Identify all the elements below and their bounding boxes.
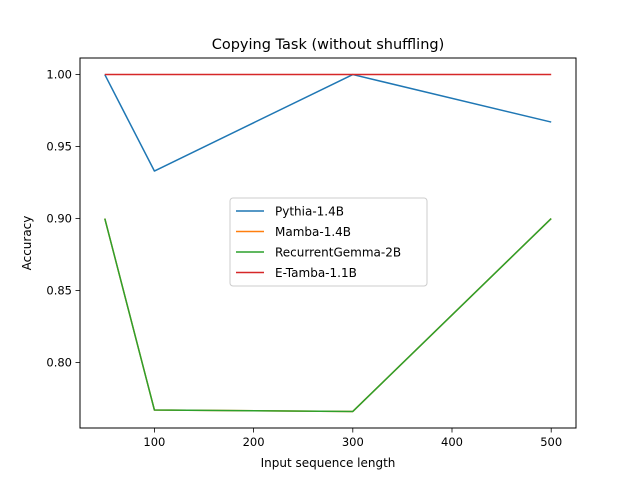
x-axis-label: Input sequence length (261, 456, 396, 470)
plot-frame (79, 57, 577, 429)
series-line-3 (104, 217, 552, 413)
x-tick-label: 500 (540, 435, 562, 449)
legend-label: Mamba-1.4B (275, 225, 351, 239)
y-tick-label: 0.90 (46, 212, 72, 226)
y-tick-label: 0.85 (46, 284, 72, 298)
x-tick-label: 100 (143, 435, 165, 449)
legend-box (229, 197, 428, 287)
y-axis-ticks: 0.80 0.85 0.90 0.95 1.00 (46, 68, 80, 369)
legend-label: E-Tamba-1.1B (275, 266, 357, 280)
series-line-1 (104, 73, 552, 172)
series-layer (104, 73, 552, 413)
legend-label: RecurrentGemma-2B (275, 246, 401, 260)
x-tick-label: 200 (243, 435, 265, 449)
chart-title: Copying Task (without shuffling) (212, 37, 445, 53)
legend-label: Pythia-1.4B (275, 205, 344, 219)
x-tick-label: 300 (342, 435, 364, 449)
y-tick-label: 0.95 (46, 140, 72, 154)
legend: Pythia-1.4B Mamba-1.4B RecurrentGemma-2B E-… (229, 197, 428, 287)
x-tick-label: 400 (441, 435, 463, 449)
y-axis-label: Accuracy (20, 216, 34, 271)
y-tick-label: 0.80 (46, 355, 72, 369)
x-axis-ticks: 100 200 300 400 500 (143, 428, 562, 449)
y-tick-label: 1.00 (46, 68, 72, 82)
